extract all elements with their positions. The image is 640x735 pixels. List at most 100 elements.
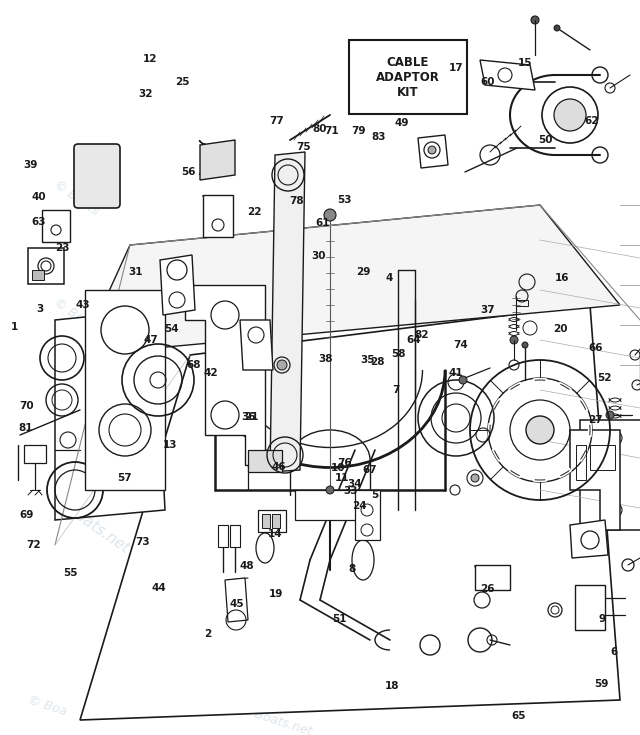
Text: 22: 22 (248, 207, 262, 217)
Text: 11: 11 (335, 473, 349, 483)
Bar (24, 445, 46, 463)
Text: 8: 8 (348, 564, 356, 574)
Text: 75: 75 (297, 142, 311, 152)
Text: 40: 40 (31, 192, 45, 202)
Text: © Boats.net: © Boats.net (237, 703, 314, 735)
Text: Boats.net: Boats.net (64, 502, 132, 556)
Bar (272, 514, 280, 528)
Text: 69: 69 (20, 509, 34, 520)
Ellipse shape (352, 540, 374, 580)
Text: © Boats: © Boats (51, 179, 101, 218)
Text: 61: 61 (316, 218, 330, 229)
Text: 59: 59 (595, 678, 609, 689)
Text: 37: 37 (481, 305, 495, 315)
Bar (575, 585, 605, 630)
Polygon shape (80, 305, 620, 720)
Text: 1: 1 (10, 322, 18, 332)
Text: 64: 64 (407, 334, 421, 345)
Text: 14: 14 (268, 528, 282, 539)
Text: 12: 12 (143, 54, 157, 64)
Bar (42, 210, 70, 242)
Text: 16: 16 (555, 273, 569, 283)
Text: 46: 46 (272, 462, 286, 473)
Text: 60: 60 (481, 77, 495, 87)
Text: 3: 3 (36, 304, 44, 314)
Text: 48: 48 (239, 561, 253, 571)
FancyBboxPatch shape (74, 144, 120, 208)
Text: 23: 23 (56, 243, 70, 254)
Bar (258, 510, 286, 532)
Polygon shape (475, 565, 510, 590)
Text: 66: 66 (588, 343, 602, 354)
Text: 82: 82 (415, 330, 429, 340)
Text: 83: 83 (372, 132, 386, 142)
Text: © Boa: © Boa (26, 693, 68, 718)
Circle shape (606, 411, 614, 419)
Circle shape (326, 486, 334, 494)
Text: 20: 20 (554, 323, 568, 334)
Text: 33: 33 (344, 486, 358, 496)
Bar (32, 270, 44, 280)
Text: 39: 39 (24, 159, 38, 170)
Text: 2: 2 (204, 628, 212, 639)
Bar (262, 514, 270, 528)
Bar (203, 195, 233, 237)
Text: 51: 51 (332, 614, 346, 624)
Polygon shape (418, 135, 448, 168)
Text: 5: 5 (371, 490, 378, 501)
Text: 72: 72 (26, 540, 40, 551)
Text: 38: 38 (318, 354, 332, 364)
Text: 9: 9 (598, 614, 605, 624)
Ellipse shape (256, 533, 274, 563)
Text: 70: 70 (20, 401, 34, 411)
Text: 36: 36 (241, 412, 255, 423)
Polygon shape (225, 578, 248, 622)
Text: 73: 73 (135, 537, 149, 548)
Circle shape (554, 25, 560, 31)
Text: 74: 74 (453, 340, 468, 351)
Polygon shape (185, 285, 265, 465)
Circle shape (459, 376, 467, 384)
Text: 58: 58 (391, 349, 405, 359)
Text: 65: 65 (511, 711, 525, 721)
Text: 6: 6 (611, 647, 618, 657)
Text: 15: 15 (518, 58, 532, 68)
Text: 71: 71 (324, 126, 339, 136)
Text: 10: 10 (331, 463, 345, 473)
Polygon shape (480, 60, 535, 90)
Bar (230, 525, 240, 547)
Text: 67: 67 (363, 465, 377, 476)
Text: 29: 29 (356, 267, 371, 277)
Circle shape (522, 342, 528, 348)
Circle shape (324, 209, 336, 221)
Text: © Boats.net: © Boats.net (51, 296, 121, 351)
Text: 18: 18 (385, 681, 399, 692)
Bar (355, 490, 380, 540)
Bar (516, 300, 528, 306)
Text: 24: 24 (353, 501, 367, 511)
Text: 63: 63 (31, 217, 45, 227)
Text: 4: 4 (385, 273, 393, 283)
Text: 81: 81 (19, 423, 33, 433)
Text: 41: 41 (449, 368, 463, 379)
Bar (218, 525, 228, 547)
Text: 77: 77 (269, 116, 284, 126)
Text: 35: 35 (361, 355, 375, 365)
Polygon shape (240, 320, 273, 370)
Circle shape (531, 16, 539, 24)
Text: 80: 80 (313, 124, 327, 135)
Polygon shape (200, 140, 235, 180)
Text: 79: 79 (351, 126, 365, 136)
Circle shape (554, 99, 586, 131)
Circle shape (510, 336, 518, 344)
Text: 45: 45 (230, 599, 244, 609)
Circle shape (277, 360, 287, 370)
Polygon shape (270, 152, 305, 472)
Circle shape (428, 146, 436, 154)
Text: 32: 32 (139, 89, 153, 99)
Text: 56: 56 (181, 167, 195, 177)
Bar (576, 445, 586, 480)
Bar (295, 490, 370, 520)
Text: 62: 62 (584, 115, 598, 126)
Text: 54: 54 (164, 324, 179, 334)
